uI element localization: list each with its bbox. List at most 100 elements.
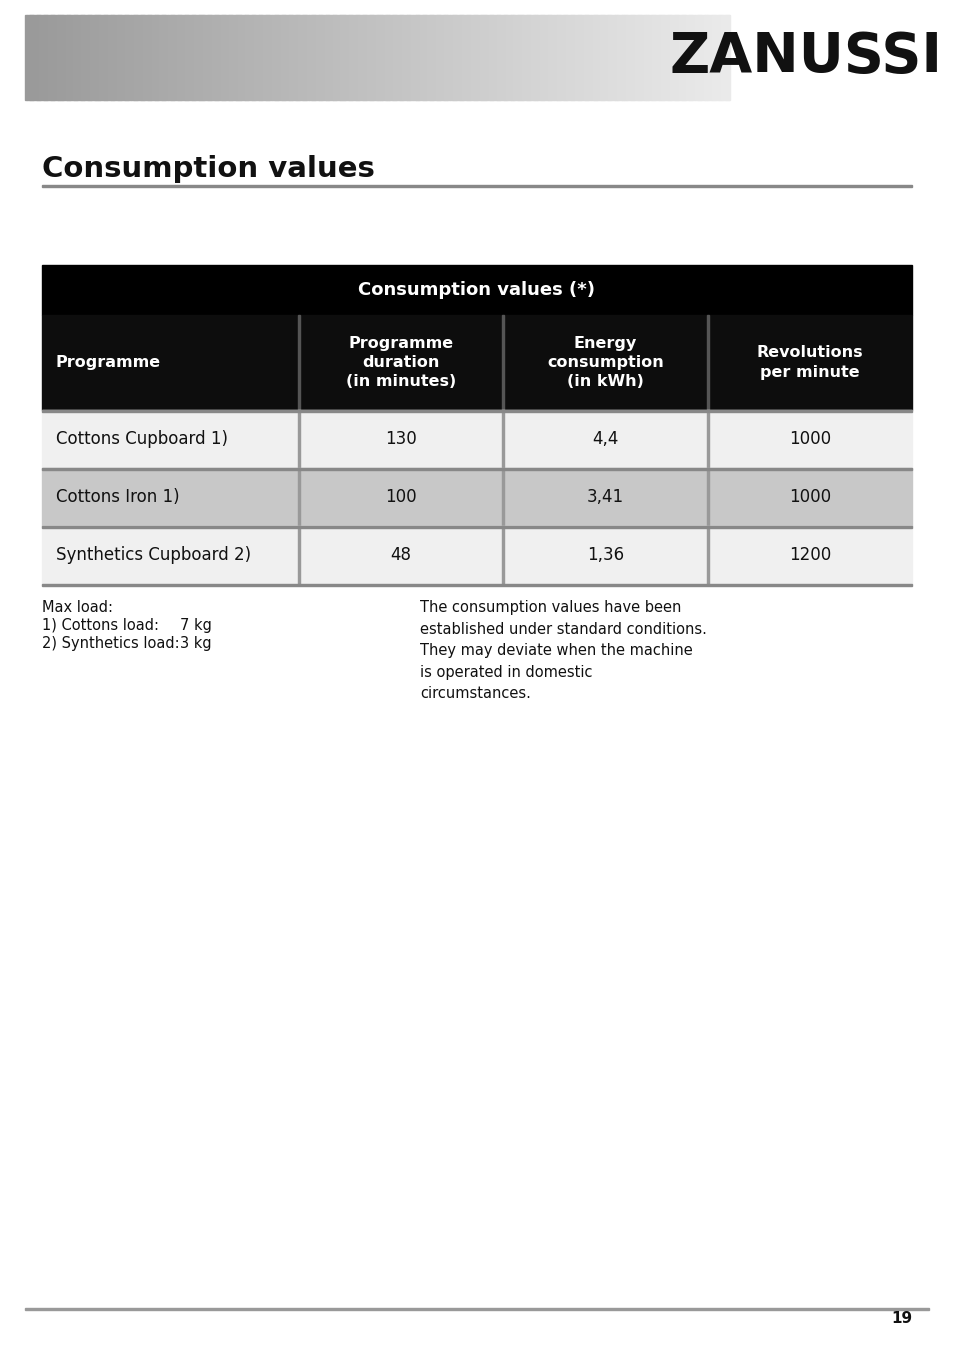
Bar: [299, 15, 302, 100]
Bar: [55, 15, 57, 100]
Bar: [552, 15, 554, 100]
Bar: [720, 15, 722, 100]
Bar: [501, 315, 503, 410]
Bar: [45, 15, 47, 100]
Bar: [194, 15, 196, 100]
Bar: [662, 15, 664, 100]
Bar: [451, 15, 454, 100]
Bar: [562, 15, 564, 100]
Bar: [141, 15, 144, 100]
Bar: [442, 15, 444, 100]
Text: ZANUSSI: ZANUSSI: [669, 31, 942, 84]
Bar: [541, 15, 543, 100]
Bar: [122, 15, 124, 100]
Bar: [218, 15, 221, 100]
Bar: [195, 15, 198, 100]
Bar: [722, 15, 724, 100]
Bar: [411, 15, 413, 100]
Bar: [479, 15, 481, 100]
Bar: [253, 15, 254, 100]
Bar: [714, 15, 716, 100]
Bar: [319, 15, 321, 100]
Bar: [199, 15, 201, 100]
Bar: [172, 15, 173, 100]
Bar: [659, 15, 661, 100]
Bar: [127, 15, 130, 100]
Bar: [71, 15, 73, 100]
Bar: [633, 15, 635, 100]
Text: Consumption values (*): Consumption values (*): [358, 281, 595, 299]
Bar: [501, 468, 503, 526]
Bar: [689, 15, 691, 100]
Bar: [453, 15, 456, 100]
Bar: [618, 15, 620, 100]
Bar: [636, 15, 639, 100]
Bar: [272, 15, 274, 100]
Bar: [39, 15, 41, 100]
Bar: [444, 15, 446, 100]
Bar: [393, 15, 395, 100]
Bar: [492, 15, 494, 100]
Bar: [62, 15, 64, 100]
Bar: [137, 15, 140, 100]
Bar: [390, 15, 392, 100]
Bar: [340, 15, 342, 100]
Bar: [529, 15, 531, 100]
Bar: [557, 15, 559, 100]
Bar: [363, 15, 365, 100]
Bar: [455, 15, 456, 100]
Bar: [664, 15, 666, 100]
Bar: [208, 15, 211, 100]
Text: The consumption values have been
established under standard conditions.
They may: The consumption values have been establi…: [420, 600, 706, 702]
Bar: [178, 15, 180, 100]
Bar: [42, 468, 911, 526]
Text: 1,36: 1,36: [586, 546, 623, 564]
Bar: [501, 410, 503, 468]
Bar: [134, 15, 136, 100]
Bar: [483, 15, 485, 100]
Bar: [388, 15, 390, 100]
Bar: [497, 15, 499, 100]
Bar: [301, 15, 304, 100]
Bar: [502, 15, 504, 100]
Bar: [42, 410, 911, 468]
Bar: [367, 15, 369, 100]
Bar: [542, 15, 545, 100]
Bar: [222, 15, 224, 100]
Bar: [102, 15, 105, 100]
Bar: [263, 15, 265, 100]
Bar: [101, 15, 103, 100]
Bar: [361, 15, 363, 100]
Bar: [359, 15, 362, 100]
Bar: [335, 15, 337, 100]
Bar: [704, 15, 707, 100]
Bar: [42, 526, 911, 527]
Bar: [270, 15, 272, 100]
Bar: [104, 15, 107, 100]
Bar: [42, 410, 911, 411]
Bar: [60, 15, 63, 100]
Bar: [634, 15, 637, 100]
Bar: [585, 15, 587, 100]
Text: 100: 100: [385, 488, 416, 506]
Bar: [405, 15, 408, 100]
Bar: [558, 15, 560, 100]
Bar: [639, 15, 641, 100]
Bar: [594, 15, 596, 100]
Bar: [583, 15, 585, 100]
Text: Revolutions
per minute: Revolutions per minute: [756, 345, 862, 380]
Bar: [430, 15, 432, 100]
Bar: [328, 15, 330, 100]
Bar: [523, 15, 525, 100]
Bar: [555, 15, 558, 100]
Bar: [675, 15, 677, 100]
Bar: [463, 15, 466, 100]
Bar: [365, 15, 367, 100]
Bar: [241, 15, 244, 100]
Bar: [706, 15, 709, 100]
Bar: [622, 15, 624, 100]
Bar: [677, 15, 679, 100]
Bar: [124, 15, 126, 100]
Bar: [50, 15, 51, 100]
Bar: [513, 15, 515, 100]
